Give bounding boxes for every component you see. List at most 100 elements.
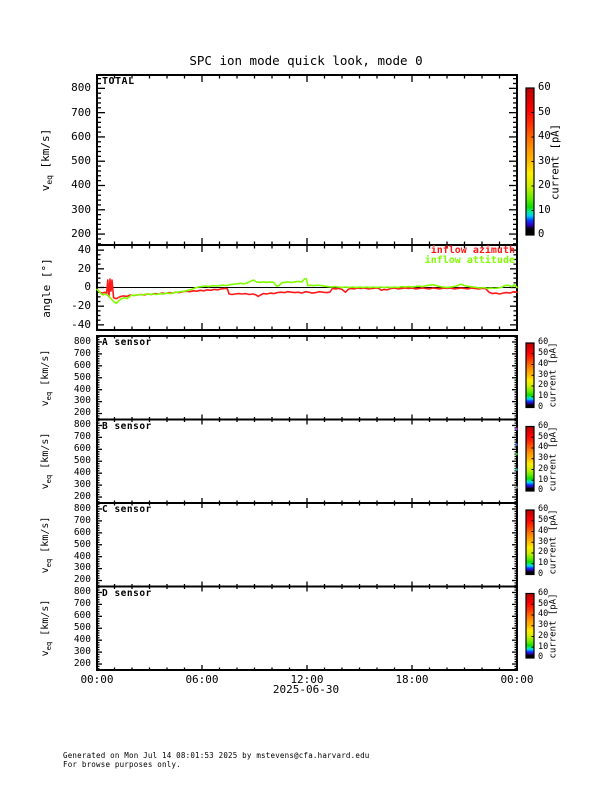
y-tick-label: 200: [73, 657, 91, 669]
y-tick-label: 500: [71, 154, 91, 168]
y-tick-label: 300: [73, 562, 91, 574]
y-tick-label: 300: [73, 645, 91, 657]
y-tick-label: 700: [73, 347, 91, 359]
series-inflow-attitude: [96, 277, 518, 305]
y-tick-label: 0: [84, 280, 91, 294]
panel-label-b: B sensor: [102, 420, 152, 432]
y-tick-label: 400: [73, 383, 91, 395]
data-speck: [515, 486, 518, 489]
plot-title: SPC ion mode quick look, mode 0: [189, 53, 423, 68]
y-tick-label: 500: [73, 622, 91, 633]
legend-inflow-azimuth: inflow azimuth: [430, 245, 515, 256]
x-axis-date-label: 2025-06-30: [272, 683, 340, 696]
y-tick-label: 800: [73, 586, 91, 598]
y-tick-label: 300: [71, 202, 91, 216]
y-tick-label: 700: [71, 105, 91, 119]
panel-b-border: [96, 418, 518, 504]
y-tick-label: 800: [73, 419, 91, 431]
colorbar-tick-label: 10: [538, 203, 551, 216]
colorbar-tick-label: 40: [538, 525, 549, 536]
data-speck: [515, 468, 518, 471]
y-tick-label: -40: [71, 317, 91, 331]
colorbar-tick-label: 60: [538, 420, 549, 431]
panel-label-total: TOTAL: [102, 76, 135, 87]
y-axis-title-a: veq [km/s]: [40, 349, 54, 407]
x-tick-label: 18:00: [395, 673, 429, 686]
colorbar-tick-label: 0: [538, 401, 544, 412]
y-tick-label: 400: [73, 550, 91, 562]
y-tick-label: 200: [73, 490, 91, 502]
x-tick-label: 00:00: [500, 673, 534, 686]
panel-label-a: A sensor: [102, 337, 152, 348]
colorbar-tick-label: 20: [538, 380, 549, 391]
colorbar-tick-label: 0: [538, 485, 544, 496]
colorbar-tick-label: 20: [538, 630, 549, 641]
colorbar-tick-label: 40: [538, 609, 549, 620]
panel-total-border: [96, 74, 518, 246]
colorbar-tick-label: 60: [538, 504, 549, 515]
colorbar-tick-label: 40: [538, 442, 549, 453]
y-axis-title-d: veq [km/s]: [40, 599, 54, 657]
colorbar-tick-label: 20: [538, 463, 549, 474]
legend-inflow-attitude: inflow attitude: [424, 255, 515, 266]
x-tick-label: 06:00: [185, 673, 219, 686]
panel-c-border: [96, 502, 518, 588]
colorbar-tick-label: 50: [538, 515, 549, 526]
x-tick-label: 00:00: [80, 673, 114, 686]
panel-a-border: [96, 335, 518, 421]
colorbar-tick-label: 10: [538, 641, 549, 652]
y-tick-label: 600: [73, 610, 91, 622]
y-tick-label: 400: [73, 634, 91, 645]
colorbar-title-b: current [pA]: [548, 426, 559, 492]
y-tick-label: 200: [73, 574, 91, 586]
y-tick-label: 700: [73, 431, 91, 443]
y-tick-label: 700: [73, 598, 91, 610]
y-tick-label: 800: [73, 502, 91, 514]
data-speck: [515, 427, 518, 431]
y-tick-label: 200: [71, 227, 91, 240]
y-tick-label: 500: [73, 538, 91, 550]
colorbar-tick-label: 50: [538, 598, 549, 609]
colorbar-tick-label: 30: [538, 620, 549, 631]
y-tick-label: 600: [73, 443, 91, 455]
colorbar-tick-label: 20: [538, 547, 549, 558]
colorbar-tick-label: 30: [538, 154, 551, 167]
data-speck: [515, 443, 518, 446]
colorbar-title-total: current [pA]: [549, 123, 562, 200]
colorbar-tick-label: 20: [538, 179, 551, 192]
colorbar-title-c: current [pA]: [548, 509, 559, 575]
panel-d-border: [96, 585, 518, 671]
y-axis-title-c: veq [km/s]: [40, 516, 54, 574]
y-axis-title-b: veq [km/s]: [40, 432, 54, 490]
colorbar-tick-label: 30: [538, 453, 549, 464]
colorbar-title-d: current [pA]: [548, 593, 559, 659]
colorbar-tick-label: 60: [538, 337, 549, 348]
colorbar-tick-label: 40: [538, 130, 551, 143]
y-tick-label: 700: [73, 514, 91, 526]
y-tick-label: 300: [73, 478, 91, 490]
y-tick-label: 500: [73, 455, 91, 466]
footer-browse-line: For browse purposes only.: [63, 759, 181, 769]
y-tick-label: 20: [77, 261, 91, 275]
panel-label-d: D sensor: [102, 587, 152, 599]
colorbar-tick-label: 10: [538, 474, 549, 485]
y-axis-title-angle: angle [°]: [40, 257, 54, 318]
colorbar-tick-label: 60: [538, 81, 551, 94]
colorbar-tick-label: 30: [538, 369, 549, 380]
colorbar-tick-label: 50: [538, 105, 551, 118]
panel-label-c: C sensor: [102, 504, 152, 515]
colorbar-tick-label: 40: [538, 358, 549, 369]
y-tick-label: 400: [71, 178, 91, 192]
y-tick-label: 800: [71, 81, 91, 95]
y-tick-label: 500: [73, 371, 91, 383]
colorbar-tick-label: 10: [538, 558, 549, 569]
colorbar-tick-label: 0: [538, 568, 544, 579]
footer-generated-line: Generated on Mon Jul 14 08:01:53 2025 by…: [63, 751, 370, 760]
colorbar-tick-label: 50: [538, 431, 549, 442]
y-axis-title-total: veq [km/s]: [38, 128, 54, 192]
y-tick-label: 40: [77, 243, 91, 257]
y-tick-label: 600: [71, 129, 91, 143]
colorbar-tick-label: 50: [538, 348, 549, 359]
